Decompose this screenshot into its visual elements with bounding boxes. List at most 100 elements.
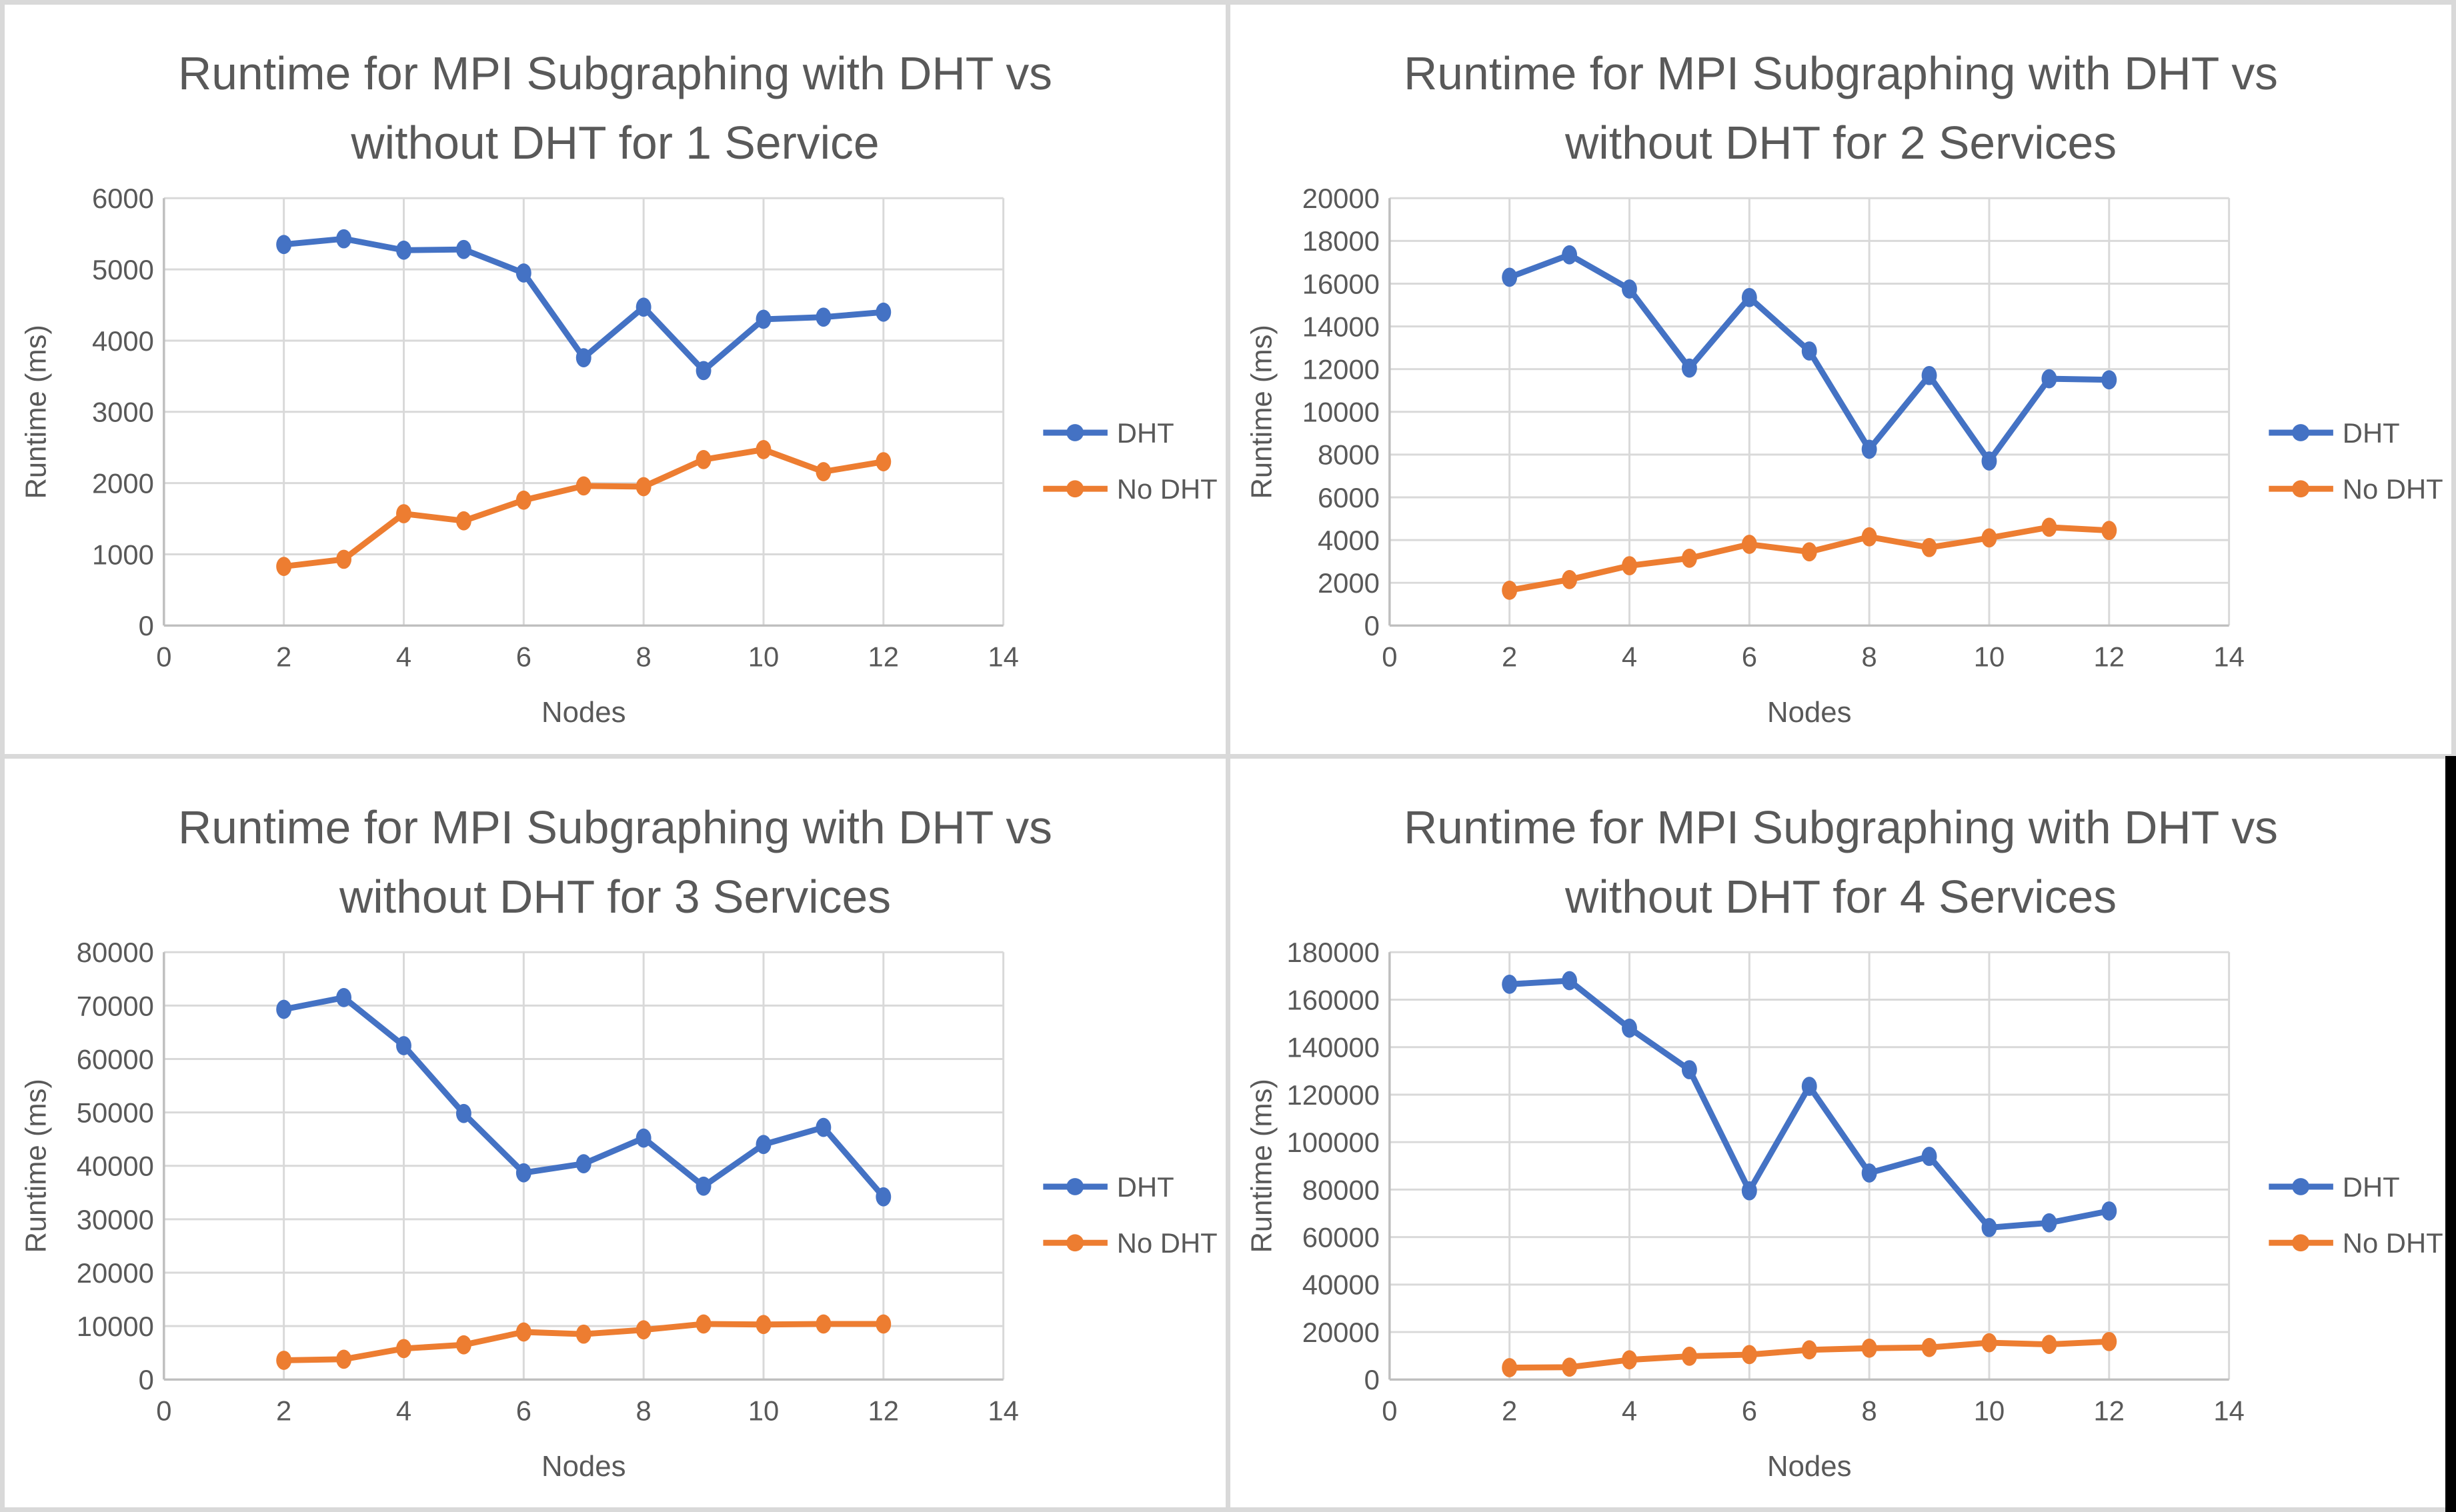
data-point-marker (1502, 581, 1518, 600)
data-point-marker (1562, 570, 1578, 589)
svg-text:2: 2 (1502, 641, 1517, 673)
data-point-marker (455, 239, 471, 259)
svg-text:without DHT for 1 Service: without DHT for 1 Service (350, 117, 879, 169)
svg-text:20000: 20000 (1302, 183, 1380, 214)
svg-text:10000: 10000 (77, 1311, 154, 1342)
data-point-marker (336, 549, 352, 569)
svg-text:without DHT for 4 Services: without DHT for 4 Services (1564, 870, 2117, 922)
data-point-marker (2041, 369, 2057, 389)
data-point-marker (276, 235, 292, 255)
legend-label: DHT (2343, 1171, 2400, 1202)
data-point-marker (336, 1349, 352, 1369)
svg-text:6: 6 (1742, 1395, 1757, 1426)
data-point-marker (2101, 521, 2117, 541)
x-axis-tick-labels: 0 2 4 6 8 10 12 14 (1382, 641, 2245, 673)
svg-text:Runtime for MPI Subgraphing wi: Runtime for MPI Subgraphing with DHT vs (1404, 47, 2278, 99)
y-axis-tick-labels: 0 10000 20000 30000 40000 50000 60000 70000 8000… (77, 937, 154, 1395)
svg-text:70000: 70000 (77, 990, 154, 1021)
data-point-marker (696, 1314, 712, 1333)
legend-dot-marker (1066, 1233, 1084, 1251)
x-axis-title: Nodes (541, 696, 626, 729)
data-point-marker (515, 1322, 531, 1341)
chart-panel-3-services: Runtime for MPI Subgraphing with DHT vs w… (5, 758, 1226, 1507)
data-point-marker (1622, 1018, 1637, 1038)
data-point-marker (1681, 548, 1697, 568)
svg-text:6: 6 (516, 641, 531, 673)
svg-text:6: 6 (516, 1395, 531, 1426)
svg-text:4: 4 (396, 641, 411, 673)
data-point-marker (1562, 1357, 1578, 1377)
data-point-marker (336, 987, 352, 1007)
data-point-marker (696, 1176, 712, 1196)
svg-text:14: 14 (988, 1395, 1018, 1426)
data-point-marker (455, 511, 471, 531)
y-axis-title: Runtime (ms) (20, 325, 53, 499)
svg-text:10: 10 (748, 641, 779, 673)
svg-text:100000: 100000 (1286, 1127, 1379, 1158)
y-axis-title: Runtime (ms) (1246, 1079, 1278, 1253)
svg-text:5000: 5000 (92, 254, 154, 285)
legend: DHT No DHT (2269, 1171, 2443, 1259)
chart-3-services: Runtime for MPI Subgraphing with DHT vs w… (5, 758, 1226, 1507)
y-axis-title: Runtime (ms) (20, 1079, 53, 1253)
data-point-marker (636, 1128, 652, 1147)
x-axis-tick-labels: 0 2 4 6 8 10 12 14 (156, 1395, 1019, 1426)
data-point-marker (816, 1117, 832, 1137)
data-point-marker (2101, 1201, 2117, 1221)
data-point-marker (1981, 528, 1997, 548)
legend-label: DHT (1117, 417, 1174, 449)
svg-text:6000: 6000 (1318, 482, 1380, 513)
data-point-marker (575, 348, 591, 367)
axes (1388, 951, 2229, 1381)
legend-dot-marker (1066, 1177, 1084, 1195)
svg-text:12000: 12000 (1302, 354, 1380, 385)
legend: DHT No DHT (1043, 417, 1218, 505)
data-point-marker (2101, 1331, 2117, 1351)
svg-text:10: 10 (748, 1395, 779, 1426)
data-point-marker (1801, 1076, 1817, 1096)
legend-dot-marker (2292, 480, 2310, 498)
data-point-marker (816, 1314, 832, 1333)
data-point-marker (1981, 451, 1997, 471)
chart-panel-2-services: Runtime for MPI Subgraphing with DHT vs w… (1230, 5, 2451, 754)
legend: DHT No DHT (2269, 417, 2443, 505)
svg-text:6000: 6000 (92, 183, 154, 214)
data-point-marker (1801, 1339, 1817, 1359)
svg-text:4000: 4000 (1318, 525, 1380, 556)
data-point-marker (816, 307, 832, 327)
data-point-marker (515, 490, 531, 510)
svg-text:60000: 60000 (1302, 1221, 1380, 1253)
svg-text:120000: 120000 (1286, 1079, 1379, 1110)
data-point-marker (1622, 556, 1637, 575)
x-axis-title: Nodes (541, 1450, 626, 1483)
data-point-marker (396, 240, 411, 260)
chart-title: Runtime for MPI Subgraphing with DHT vs w… (178, 47, 1052, 169)
y-axis-tick-labels: 0 1000 2000 3000 4000 5000 6000 (92, 183, 154, 641)
svg-text:0: 0 (139, 1364, 154, 1395)
svg-text:10: 10 (1974, 641, 2005, 673)
data-point-marker (1622, 1349, 1637, 1369)
data-point-marker (396, 1338, 411, 1358)
svg-text:20000: 20000 (77, 1257, 154, 1288)
series-no-dht (276, 440, 892, 576)
data-point-marker (816, 462, 832, 481)
x-axis-title: Nodes (1767, 1450, 1852, 1483)
chart-title: Runtime for MPI Subgraphing with DHT vs w… (1404, 801, 2278, 922)
svg-text:Runtime for MPI Subgraphing wi: Runtime for MPI Subgraphing with DHT vs (178, 801, 1052, 853)
data-point-marker (2041, 517, 2057, 537)
svg-text:140000: 140000 (1286, 1031, 1379, 1063)
chart-1-service: Runtime for MPI Subgraphing with DHT vs w… (5, 5, 1226, 754)
data-point-marker (2041, 1334, 2057, 1354)
data-point-marker (1502, 267, 1518, 287)
axes (163, 951, 1004, 1381)
svg-text:12: 12 (2094, 1395, 2125, 1426)
data-point-marker (1861, 1163, 1877, 1183)
gridlines (1389, 197, 2231, 626)
data-point-marker (756, 309, 772, 329)
data-point-marker (756, 1314, 772, 1334)
data-point-marker (396, 1035, 411, 1055)
data-point-marker (575, 1324, 591, 1344)
svg-text:80000: 80000 (1302, 1174, 1380, 1205)
svg-text:0: 0 (1364, 1364, 1380, 1395)
